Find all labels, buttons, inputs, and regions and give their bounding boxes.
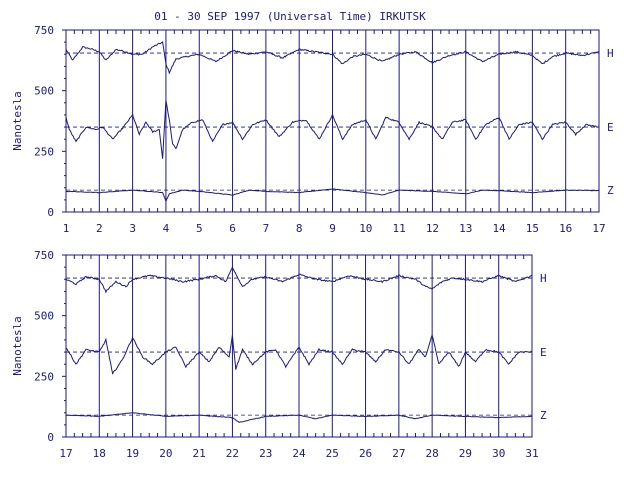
y-tick-label: 0 bbox=[47, 431, 54, 444]
x-tick-label: 13 bbox=[459, 222, 472, 235]
series-line-H bbox=[65, 41, 599, 75]
x-tick-label: 18 bbox=[93, 447, 106, 460]
x-tick-label: 16 bbox=[559, 222, 572, 235]
series-label-Z: Z bbox=[607, 184, 614, 197]
x-tick-label: 24 bbox=[292, 447, 306, 460]
x-tick-label: 27 bbox=[392, 447, 405, 460]
series-line-Z bbox=[65, 412, 533, 423]
chart-title: 01 - 30 SEP 1997 (Universal Time) IRKUTS… bbox=[154, 10, 426, 23]
x-tick-label: 10 bbox=[359, 222, 372, 235]
y-tick-label: 250 bbox=[34, 370, 54, 383]
x-tick-label: 12 bbox=[426, 222, 439, 235]
y-tick-label: 0 bbox=[47, 206, 54, 219]
x-tick-label: 2 bbox=[96, 222, 103, 235]
y-tick-label: 750 bbox=[34, 249, 54, 262]
x-tick-label: 9 bbox=[329, 222, 336, 235]
x-tick-label: 14 bbox=[492, 222, 506, 235]
series-line-E bbox=[65, 333, 533, 375]
x-tick-label: 5 bbox=[196, 222, 203, 235]
y-tick-label: 750 bbox=[34, 24, 54, 37]
x-tick-label: 21 bbox=[193, 447, 206, 460]
x-tick-label: 17 bbox=[592, 222, 605, 235]
y-tick-label: 500 bbox=[34, 310, 54, 323]
y-axis-label: Nanotesla bbox=[11, 91, 24, 151]
series-label-H: H bbox=[540, 272, 547, 285]
x-tick-label: 15 bbox=[526, 222, 539, 235]
x-tick-label: 23 bbox=[259, 447, 272, 460]
series-line-E bbox=[65, 100, 600, 159]
x-tick-label: 11 bbox=[393, 222, 406, 235]
series-line-H bbox=[65, 266, 532, 294]
x-tick-label: 6 bbox=[229, 222, 236, 235]
series-label-E: E bbox=[607, 121, 614, 134]
x-tick-label: 26 bbox=[359, 447, 372, 460]
panel-bottom: 17 18 19 20 21 22 23 24 25 26 27 28 29 30 31 0 250 500 750… bbox=[11, 249, 547, 460]
x-tick-label: 31 bbox=[525, 447, 538, 460]
y-tick-label: 250 bbox=[34, 145, 54, 158]
x-tick-label: 25 bbox=[326, 447, 339, 460]
x-tick-label: 20 bbox=[159, 447, 172, 460]
x-tick-label: 30 bbox=[492, 447, 505, 460]
series-label-Z: Z bbox=[540, 409, 547, 422]
x-tick-label: 28 bbox=[426, 447, 439, 460]
y-tick-label: 500 bbox=[34, 85, 54, 98]
x-tick-label: 1 bbox=[63, 222, 70, 235]
series-line-Z bbox=[66, 188, 599, 203]
x-tick-label: 4 bbox=[163, 222, 170, 235]
x-tick-label: 29 bbox=[459, 447, 472, 460]
series-label-E: E bbox=[540, 346, 547, 359]
x-tick-label: 3 bbox=[129, 222, 136, 235]
chart-panels: 1 2 3 4 5 6 7 8 9 10 11 12 13 14 15 16 170250500750Nanot… bbox=[11, 24, 614, 460]
y-axis-label: Nanotesla bbox=[11, 316, 24, 376]
x-tick-label: 8 bbox=[296, 222, 303, 235]
series-label-H: H bbox=[607, 47, 614, 60]
x-tick-label: 19 bbox=[126, 447, 139, 460]
x-tick-label: 22 bbox=[226, 447, 239, 460]
x-tick-label: 17 bbox=[59, 447, 72, 460]
panel-top: 1 2 3 4 5 6 7 8 9 10 11 12 13 14 15 16 170250500750Nanot… bbox=[11, 24, 614, 235]
x-tick-label: 7 bbox=[263, 222, 270, 235]
